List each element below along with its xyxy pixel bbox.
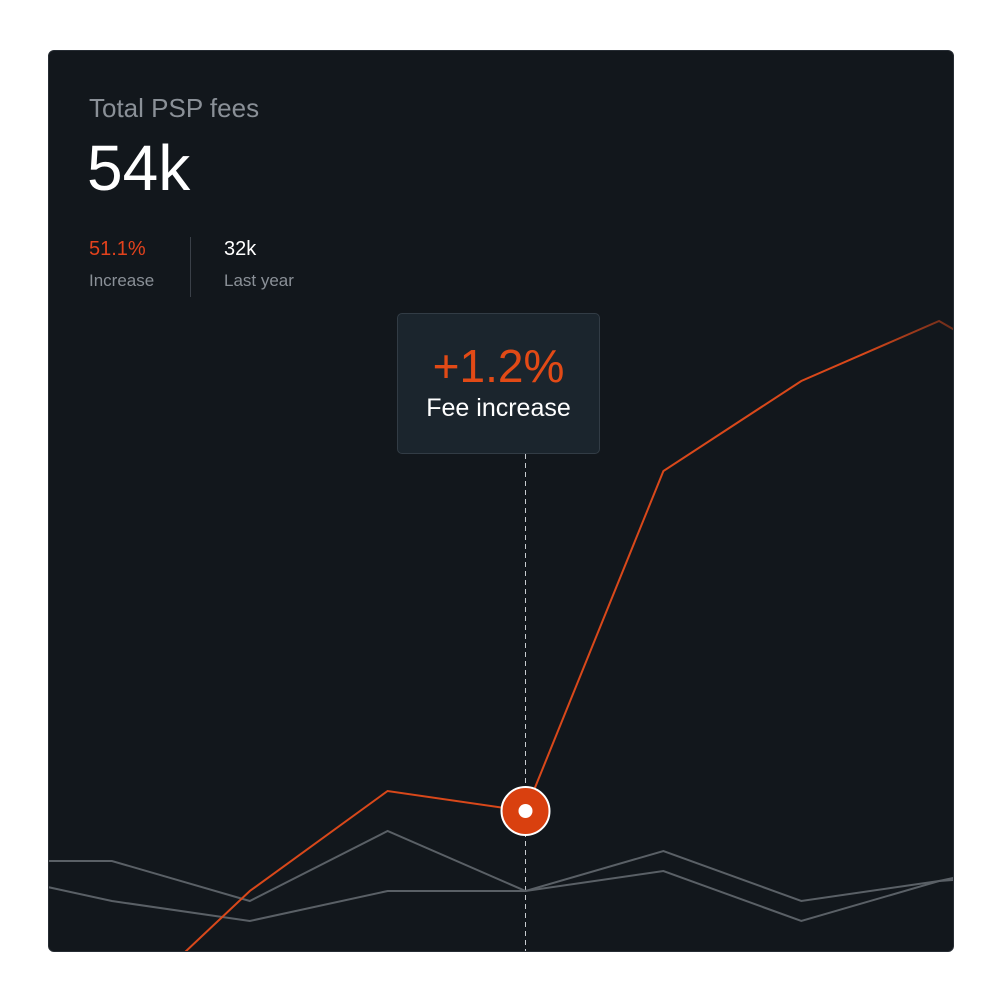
- stat-divider: [190, 237, 191, 297]
- increase-value: 51.1%: [89, 238, 146, 260]
- last-year-label: Last year: [224, 271, 294, 290]
- comparison-series-line-2: [49, 869, 953, 923]
- stat-increase: 51.1% Increase: [89, 237, 154, 291]
- increase-label: Increase: [89, 271, 155, 290]
- tooltip-value: +1.2%: [432, 340, 565, 392]
- highlight-point-center: [518, 804, 533, 818]
- psp-fees-card: Total PSP fees 54k 51.1% Increase 32k La…: [48, 50, 954, 952]
- chart-tooltip: +1.2% Fee increase: [397, 313, 600, 454]
- fees-line-chart: [49, 319, 953, 951]
- last-year-value: 32k: [224, 238, 257, 260]
- stat-last-year: 32k Last year: [224, 237, 294, 291]
- total-fees-value: 54k: [87, 132, 191, 204]
- tooltip-label: Fee increase: [426, 394, 571, 422]
- card-title: Total PSP fees: [89, 93, 260, 123]
